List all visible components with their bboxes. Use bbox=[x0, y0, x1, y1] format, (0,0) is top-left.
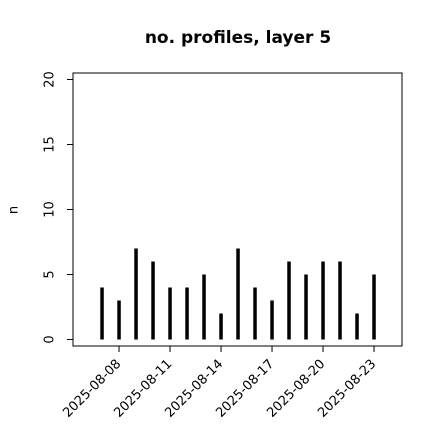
y-axis-label: n bbox=[7, 206, 22, 214]
y-tick-label: 15 bbox=[43, 136, 58, 153]
y-tick-label: 20 bbox=[43, 71, 58, 88]
y-tick-label: 5 bbox=[43, 270, 58, 278]
chart-title: no. profiles, layer 5 bbox=[145, 28, 331, 48]
y-tick-label: 10 bbox=[43, 201, 58, 218]
y-tick-label: 0 bbox=[43, 335, 58, 343]
